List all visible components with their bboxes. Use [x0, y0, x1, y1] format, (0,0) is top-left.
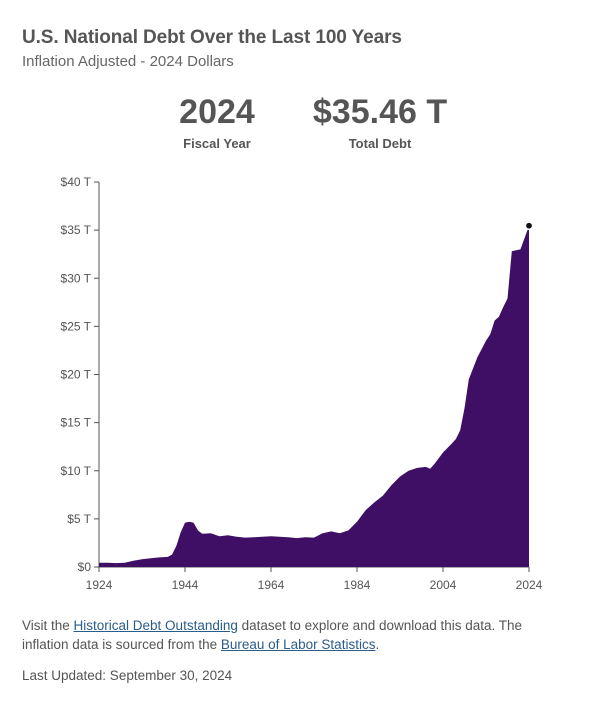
historical-debt-link[interactable]: Historical Debt Outstanding [73, 618, 238, 633]
x-tick-label: 1964 [258, 578, 285, 590]
y-tick-label: $15 T [61, 416, 92, 430]
note-text-start: Visit the [22, 618, 74, 633]
y-tick-label: $5 T [67, 512, 91, 526]
x-axis: 1924 1944 1964 1984 2004 2024 [86, 566, 543, 590]
note-text-middle: dataset to explore and download this dat… [22, 618, 523, 652]
fiscal-year-value: 2024 [179, 93, 255, 131]
chart-subtitle: Inflation Adjusted - 2024 Dollars [22, 53, 234, 70]
y-tick-label: $40 T [61, 175, 92, 189]
y-tick-label: $30 T [61, 271, 92, 285]
x-tick-label: 2024 [516, 578, 543, 590]
bls-link[interactable]: Bureau of Labor Statistics [220, 637, 376, 652]
x-tick-label: 1924 [86, 578, 113, 590]
note-text-end: . [375, 637, 380, 652]
fiscal-year-label: Fiscal Year [183, 136, 251, 151]
x-tick-label: 1984 [344, 578, 371, 590]
y-tick-label: $25 T [61, 319, 92, 333]
x-tick-label: 1944 [172, 578, 199, 590]
chart-title: U.S. National Debt Over the Last 100 Yea… [22, 27, 402, 48]
x-tick-label: 2004 [430, 578, 457, 590]
y-axis: $0 $5 T $10 T $15 T $20 T $25 T $30 T $35 T $40 … [61, 175, 100, 574]
total-debt-label: Total Debt [348, 136, 412, 151]
total-debt-value: $35.46 T [312, 93, 448, 131]
y-tick-label: $20 T [61, 368, 92, 382]
y-tick-label: $10 T [61, 464, 92, 478]
source-note: Visit the Historical Debt Outstanding da… [22, 616, 562, 654]
debt-area-chart[interactable]: $0 $5 T $10 T $15 T $20 T $25 T $30 T $35 T $40 … [0, 170, 600, 590]
y-tick-label: $35 T [61, 223, 92, 237]
last-updated: Last Updated: September 30, 2024 [22, 668, 233, 683]
debt-area[interactable] [99, 225, 529, 567]
latest-value-marker[interactable] [524, 221, 534, 231]
y-tick-label: $0 [78, 560, 92, 574]
total-debt-stat: $35.46 T Total Debt [300, 92, 460, 151]
fiscal-year-stat: 2024 Fiscal Year [157, 92, 277, 151]
